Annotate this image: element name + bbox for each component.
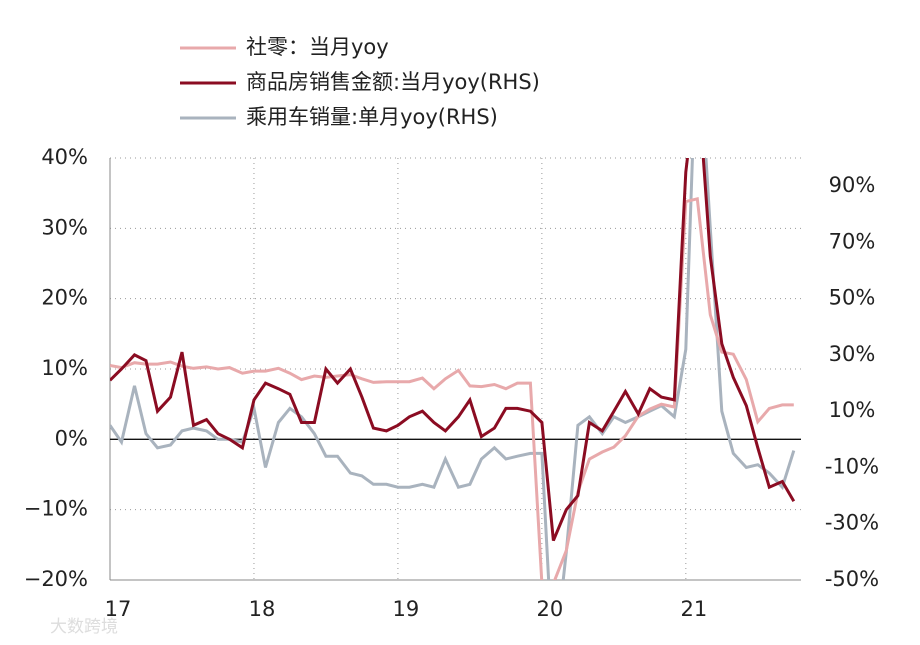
y2-tick-label: 70% (829, 229, 876, 253)
y-tick-label: 0% (55, 426, 88, 450)
series-line (110, 158, 796, 542)
x-tick-label: 17 (105, 597, 132, 621)
legend-label: 商品房销售金额:当月yoy(RHS) (246, 70, 540, 94)
series-line (110, 158, 796, 580)
x-tick-label: 19 (393, 597, 420, 621)
x-tick-label: 21 (680, 597, 707, 621)
y2-tick-label: 50% (829, 286, 876, 310)
y2-tick-label: -30% (825, 511, 879, 535)
legend-label: 乘用车销量:单月yoy(RHS) (246, 105, 498, 129)
x-tick-label: 20 (537, 597, 564, 621)
y-tick-label: 40% (41, 145, 88, 169)
y2-tick-label: 90% (829, 173, 876, 197)
y-tick-label: 20% (41, 286, 88, 310)
y-tick-label: −20% (24, 567, 88, 591)
y2-tick-label: 10% (829, 398, 876, 422)
y2-tick-label: -50% (825, 567, 879, 591)
x-tick-label: 18 (249, 597, 276, 621)
y-tick-label: 10% (41, 356, 88, 380)
watermark: 大数跨境 (50, 617, 118, 637)
legend-label: 社零：当月yoy (246, 35, 389, 59)
y-tick-label: −10% (24, 497, 88, 521)
y2-tick-label: -10% (825, 454, 879, 478)
y-tick-label: 30% (41, 215, 88, 239)
y2-tick-label: 30% (829, 342, 876, 366)
series-line (110, 196, 794, 580)
